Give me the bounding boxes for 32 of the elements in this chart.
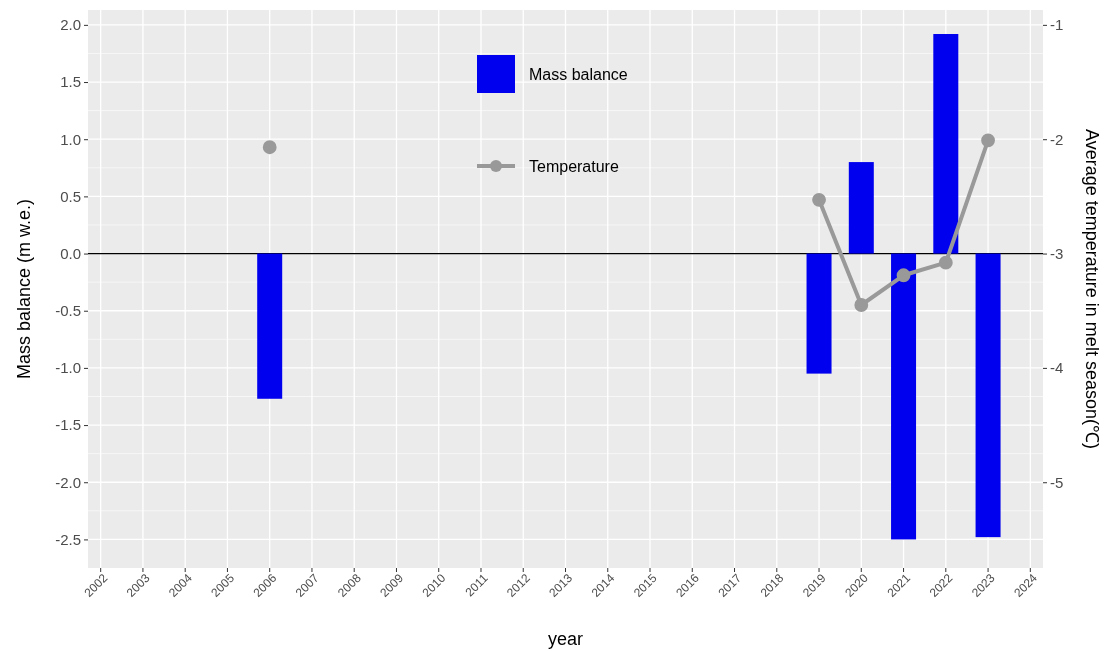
y2-tick-label: -4	[1050, 359, 1064, 377]
point	[896, 268, 911, 283]
x-axis-title: year	[547, 629, 584, 649]
y2-axis-title: Average temperature in melt season(℃)	[1082, 129, 1102, 449]
y-tick-label: -2.0	[55, 473, 81, 491]
legend-label: Temperature	[529, 158, 619, 175]
y-tick-label: 0.5	[60, 187, 81, 205]
y-tick-label: 2.0	[60, 16, 81, 34]
bar	[257, 253, 283, 399]
bar	[891, 253, 917, 540]
y2-tick-label: -5	[1050, 473, 1064, 491]
y2-tick-label: -2	[1050, 130, 1064, 148]
y-tick-label: 1.5	[60, 73, 81, 91]
point	[812, 192, 826, 207]
legend-label: Mass balance	[529, 66, 628, 83]
point	[938, 255, 953, 270]
y2-tick-label: -1	[1050, 16, 1064, 34]
y-axis-title: Mass balance (m w.e.)	[14, 198, 34, 380]
y-tick-label: -2.5	[55, 530, 81, 548]
point	[854, 298, 869, 312]
point	[262, 140, 277, 155]
point	[981, 133, 995, 148]
y-tick-label: 1.0	[60, 130, 81, 148]
bar	[806, 253, 832, 374]
bar	[975, 253, 1001, 538]
y2-tick-label: -3	[1050, 244, 1064, 262]
bar	[933, 34, 959, 254]
y-tick-label: -0.5	[55, 302, 81, 320]
y-tick-label: -1.5	[55, 416, 81, 434]
y-tick-label: -1.0	[55, 359, 81, 377]
y-tick-label: 0.0	[60, 244, 81, 262]
bar	[848, 162, 874, 254]
